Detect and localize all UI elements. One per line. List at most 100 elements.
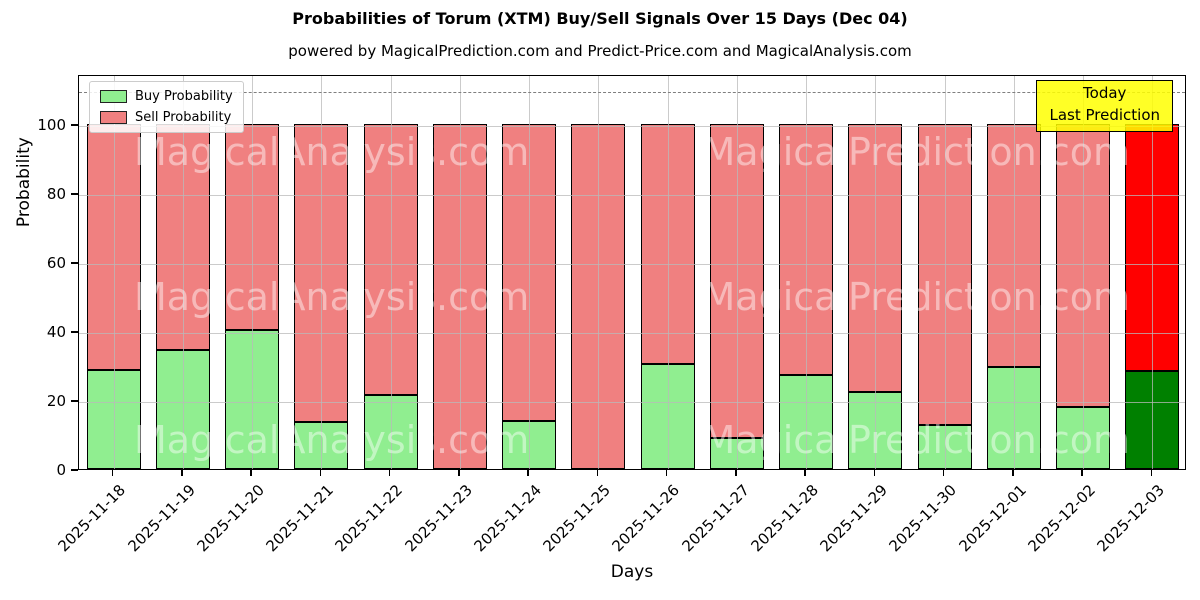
sell-segment — [86, 124, 141, 370]
x-tick-label-2025-11-24: 2025-11-24 — [470, 481, 545, 556]
sell-segment — [986, 124, 1041, 368]
buy-segment — [848, 391, 903, 469]
x-tick-mark — [1012, 470, 1014, 476]
bar-2025-11-25 — [571, 124, 626, 469]
x-tick-mark — [873, 470, 876, 476]
sell-segment — [432, 124, 487, 469]
buy-segment — [986, 367, 1041, 469]
bar-2025-11-19 — [155, 124, 210, 469]
bar-2025-11-30 — [917, 124, 972, 469]
sell-segment — [1056, 124, 1111, 407]
bar-2025-12-03 — [1125, 124, 1180, 469]
y-tick-mark — [71, 262, 78, 264]
buy-segment — [363, 395, 418, 469]
sell-segment — [155, 124, 210, 350]
x-tick-mark — [111, 470, 114, 476]
today-annotation: Today Last Prediction — [1036, 80, 1173, 132]
x-tick-label-2025-12-02: 2025-12-02 — [1024, 481, 1099, 556]
sell-segment — [848, 124, 903, 392]
buy-segment — [86, 369, 141, 469]
x-tick-label-2025-11-22: 2025-11-22 — [331, 481, 407, 556]
x-tick-label-2025-11-21: 2025-11-21 — [262, 481, 338, 556]
sell-segment — [640, 124, 695, 364]
x-tick-mark — [665, 470, 668, 476]
y-tick-label-60: 60 — [46, 254, 66, 272]
bars-layer — [79, 76, 1185, 469]
legend: Buy Probability Sell Probability — [89, 81, 244, 133]
y-tick-mark — [71, 193, 78, 195]
sell-segment — [709, 124, 764, 438]
x-tick-label-2025-11-18: 2025-11-18 — [54, 481, 130, 556]
y-tick-label-40: 40 — [46, 323, 66, 341]
x-tick-label-2025-11-28: 2025-11-28 — [747, 481, 822, 556]
x-tick-mark — [1081, 470, 1083, 476]
legend-item-sell: Sell Probability — [100, 110, 233, 125]
today-annotation-line1: Today — [1083, 84, 1127, 102]
y-tick-label-80: 80 — [46, 185, 66, 204]
x-tick-mark — [319, 470, 322, 476]
sell-segment — [571, 124, 626, 469]
sell-segment — [917, 124, 972, 426]
sell-swatch — [100, 111, 127, 124]
x-axis-label: Days — [610, 562, 654, 582]
sell-segment — [363, 124, 418, 396]
buy-segment — [640, 363, 695, 469]
bar-2025-12-02 — [1056, 124, 1111, 469]
y-tick-mark — [71, 331, 78, 333]
buy-segment — [294, 421, 349, 469]
x-tick-label-2025-11-25: 2025-11-25 — [539, 481, 615, 556]
y-tick-mark — [71, 469, 78, 471]
buy-swatch — [100, 90, 127, 103]
buy-segment — [1056, 406, 1111, 469]
bar-2025-11-28 — [779, 124, 834, 469]
bar-2025-11-18 — [86, 124, 141, 469]
x-tick-label-2025-11-29: 2025-11-29 — [816, 481, 892, 556]
sell-segment — [502, 124, 557, 421]
x-tick-label-2025-11-20: 2025-11-20 — [193, 481, 268, 556]
bar-2025-12-01 — [986, 124, 1041, 469]
x-tick-mark — [250, 470, 252, 476]
y-tick-mark — [71, 400, 78, 402]
y-tick-mark — [71, 124, 78, 126]
y-tick-label-20: 20 — [46, 392, 66, 410]
legend-label-buy: Buy Probability — [135, 89, 233, 104]
bar-2025-11-22 — [363, 124, 418, 469]
y-tick-label-100: 100 — [37, 116, 66, 135]
x-tick-mark — [804, 470, 806, 476]
x-tick-mark — [596, 470, 599, 476]
y-axis-label: Probability — [14, 137, 34, 228]
today-annotation-line2: Last Prediction — [1049, 105, 1160, 124]
x-tick-mark — [458, 470, 460, 476]
x-tick-mark — [735, 470, 737, 476]
sell-segment — [225, 124, 280, 330]
x-tick-label-2025-11-27: 2025-11-27 — [678, 481, 753, 556]
legend-label-sell: Sell Probability — [135, 110, 232, 125]
buy-segment — [1125, 370, 1180, 469]
bar-2025-11-29 — [848, 124, 903, 469]
y-tick-label-0: 0 — [56, 461, 66, 479]
buy-segment — [225, 329, 280, 469]
bar-2025-11-23 — [432, 124, 487, 469]
sell-segment — [1125, 124, 1180, 371]
x-tick-label-2025-11-23: 2025-11-23 — [401, 481, 476, 556]
buy-segment — [779, 375, 834, 469]
x-tick-label-2025-11-30: 2025-11-30 — [885, 481, 961, 556]
buy-segment — [502, 420, 557, 469]
bar-2025-11-20 — [225, 124, 280, 469]
x-tick-label-2025-11-26: 2025-11-26 — [608, 481, 684, 556]
buy-segment — [155, 349, 210, 469]
legend-item-buy: Buy Probability — [100, 89, 233, 104]
chart-subtitle: powered by MagicalPrediction.com and Pre… — [288, 42, 912, 60]
x-tick-mark — [181, 470, 183, 476]
buy-segment — [917, 425, 972, 469]
x-tick-mark — [388, 470, 391, 476]
x-tick-label-2025-11-19: 2025-11-19 — [124, 481, 199, 556]
buy-segment — [709, 437, 764, 469]
bar-2025-11-21 — [294, 124, 349, 469]
chart-title: Probabilities of Torum (XTM) Buy/Sell Si… — [292, 9, 908, 28]
bar-2025-11-27 — [709, 124, 764, 469]
x-tick-mark — [1150, 470, 1153, 476]
plot-area: MagicalAnalysis.com MagicalPrediction.com… — [78, 75, 1186, 470]
bar-2025-11-24 — [502, 124, 557, 469]
